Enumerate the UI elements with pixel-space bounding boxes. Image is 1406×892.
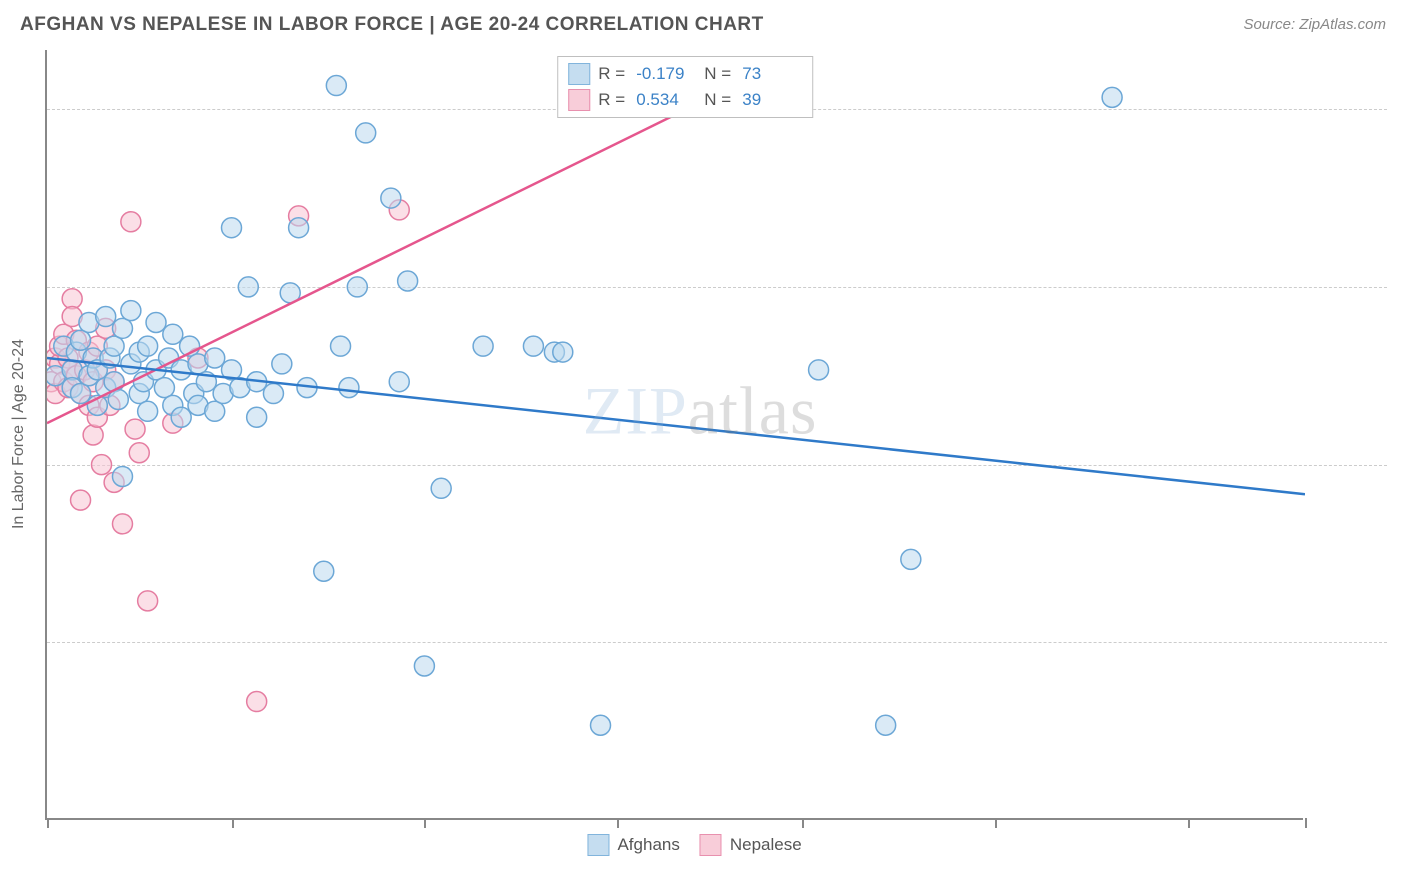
data-point <box>289 218 309 238</box>
data-point <box>901 549 921 569</box>
data-point <box>125 419 145 439</box>
nepalese-n-value: 39 <box>742 87 802 113</box>
data-point <box>591 715 611 735</box>
data-point <box>263 384 283 404</box>
data-point <box>205 348 225 368</box>
data-point <box>71 384 91 404</box>
data-point <box>247 407 267 427</box>
data-point <box>326 76 346 96</box>
data-point <box>389 372 409 392</box>
series-legend: Afghans Nepalese <box>587 834 801 856</box>
data-point <box>247 692 267 712</box>
data-point <box>104 336 124 356</box>
data-point <box>171 407 191 427</box>
nepalese-r-value: 0.534 <box>636 87 696 113</box>
data-point <box>138 336 158 356</box>
data-point <box>553 342 573 362</box>
data-point <box>381 188 401 208</box>
plot-area: In Labor Force | Age 20-24 R = -0.179 N … <box>45 50 1303 820</box>
data-point <box>163 324 183 344</box>
correlation-legend: R = -0.179 N = 73 R = 0.534 N = 39 <box>557 56 813 118</box>
data-point <box>112 466 132 486</box>
data-point <box>92 455 112 475</box>
data-point <box>356 123 376 143</box>
afghan-n-value: 73 <box>742 61 802 87</box>
data-point <box>272 354 292 374</box>
data-point <box>129 443 149 463</box>
data-point <box>523 336 543 356</box>
chart-title: AFGHAN VS NEPALESE IN LABOR FORCE | AGE … <box>20 14 764 36</box>
data-point <box>112 318 132 338</box>
x-tick <box>1305 818 1307 828</box>
data-point <box>347 277 367 297</box>
data-point <box>398 271 418 291</box>
data-point <box>205 401 225 421</box>
data-point <box>104 372 124 392</box>
data-point <box>1102 87 1122 107</box>
data-point <box>62 289 82 309</box>
r-label: R = <box>598 61 628 87</box>
data-point <box>121 301 141 321</box>
data-point <box>431 478 451 498</box>
data-point <box>331 336 351 356</box>
data-point <box>222 218 242 238</box>
data-point <box>121 212 141 232</box>
afghan-r-value: -0.179 <box>636 61 696 87</box>
nepalese-legend-label: Nepalese <box>730 835 802 855</box>
n-label: N = <box>704 87 734 113</box>
data-point <box>314 561 334 581</box>
data-point <box>473 336 493 356</box>
afghan-swatch-icon <box>587 834 609 856</box>
source-credit: Source: ZipAtlas.com <box>1243 16 1386 33</box>
data-point <box>71 490 91 510</box>
afghan-swatch-icon <box>568 63 590 85</box>
data-point <box>83 425 103 445</box>
r-label: R = <box>598 87 628 113</box>
data-point <box>138 591 158 611</box>
data-point <box>146 312 166 332</box>
data-point <box>876 715 896 735</box>
data-point <box>154 378 174 398</box>
data-point <box>112 514 132 534</box>
data-point <box>414 656 434 676</box>
data-point <box>809 360 829 380</box>
data-point <box>96 307 116 327</box>
data-point <box>138 401 158 421</box>
data-point <box>71 330 91 350</box>
nepalese-swatch-icon <box>568 89 590 111</box>
scatter-plot-svg <box>47 50 1305 820</box>
nepalese-swatch-icon <box>700 834 722 856</box>
data-point <box>339 378 359 398</box>
afghan-legend-label: Afghans <box>617 835 679 855</box>
regression-line <box>47 358 1305 494</box>
n-label: N = <box>704 61 734 87</box>
y-axis-label: In Labor Force | Age 20-24 <box>10 339 28 529</box>
regression-line <box>47 86 735 424</box>
data-point <box>238 277 258 297</box>
chart-container: In Labor Force | Age 20-24 R = -0.179 N … <box>45 50 1387 820</box>
